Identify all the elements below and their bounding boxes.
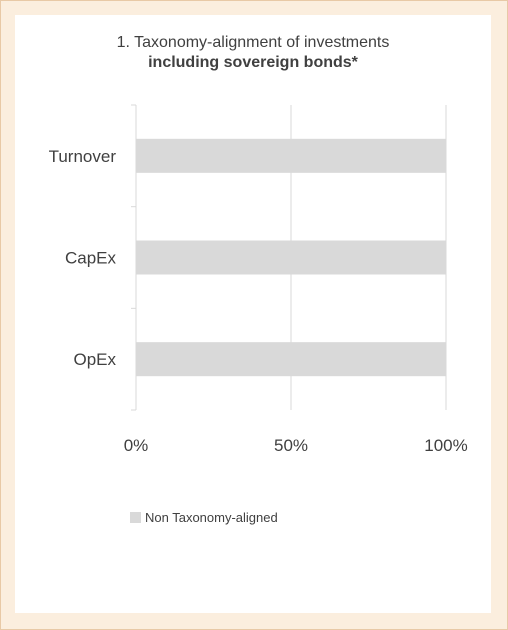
x-tick-label-2: 100% — [424, 436, 467, 455]
category-label-capex: CapEx — [65, 249, 117, 268]
category-label-turnover: Turnover — [49, 147, 117, 166]
chart-subtitle: including sovereign bonds* — [148, 54, 358, 71]
bar-opex — [136, 342, 446, 377]
chart-title: 1. Taxonomy-alignment of investments — [116, 34, 390, 51]
category-label-opex: OpEx — [73, 350, 116, 369]
chart-title-block: 1. Taxonomy-alignment of investments inc… — [15, 33, 491, 73]
legend: Non Taxonomy-aligned — [130, 510, 278, 525]
x-tick-label-1: 50% — [274, 436, 308, 455]
bar-turnover — [136, 138, 446, 173]
x-tick-label-0: 0% — [124, 436, 149, 455]
chart-card — [15, 15, 491, 613]
legend-label-non-aligned: Non Taxonomy-aligned — [145, 510, 278, 525]
bar-capex — [136, 240, 446, 275]
legend-swatch-non-aligned — [130, 512, 141, 523]
